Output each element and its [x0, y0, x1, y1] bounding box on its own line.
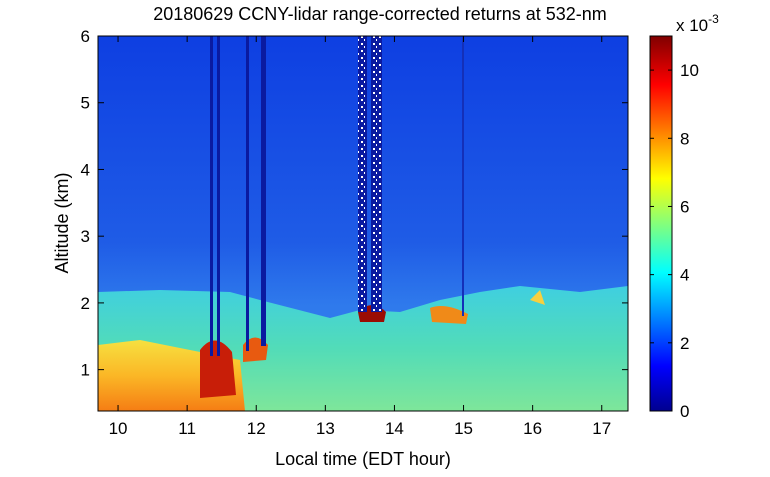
x-tick-label: 11 [178, 419, 196, 438]
x-tick-label: 10 [109, 419, 128, 438]
multiplier-exponent: -3 [708, 12, 719, 26]
colorbar-tick-label: 2 [680, 334, 689, 353]
plot-frame [97, 35, 629, 412]
colorbar-tick-label: 8 [680, 129, 689, 148]
colorbar-tick-label: 10 [680, 61, 699, 80]
y-tick-label: 5 [81, 94, 90, 113]
colorbar-tick-label: 0 [680, 402, 689, 421]
chart-title: 20180629 CCNY-lidar range-corrected retu… [153, 4, 607, 24]
x-tick-label: 14 [385, 419, 404, 438]
y-tick-label: 3 [81, 227, 90, 246]
y-tick-label: 6 [81, 27, 90, 46]
x-tick-label: 17 [592, 419, 611, 438]
y-tick-label: 2 [81, 294, 90, 313]
y-tick-label: 1 [81, 361, 90, 380]
heatmap-image [98, 36, 628, 411]
y-tick-label: 4 [81, 160, 90, 179]
x-tick-label: 13 [316, 419, 335, 438]
colorbar [649, 35, 673, 412]
x-tick-label: 12 [247, 419, 266, 438]
colorbar-tick-label: 6 [680, 197, 689, 216]
multiplier-base: x 10 [676, 16, 708, 35]
colorbar-multiplier: x 10-3 [676, 12, 719, 35]
x-tick-label: 15 [454, 419, 473, 438]
y-axis-label: Altitude (km) [52, 172, 72, 273]
colorbar-tick-label: 4 [680, 266, 689, 285]
x-tick-label: 16 [523, 419, 542, 438]
x-axis-label: Local time (EDT hour) [275, 449, 451, 469]
